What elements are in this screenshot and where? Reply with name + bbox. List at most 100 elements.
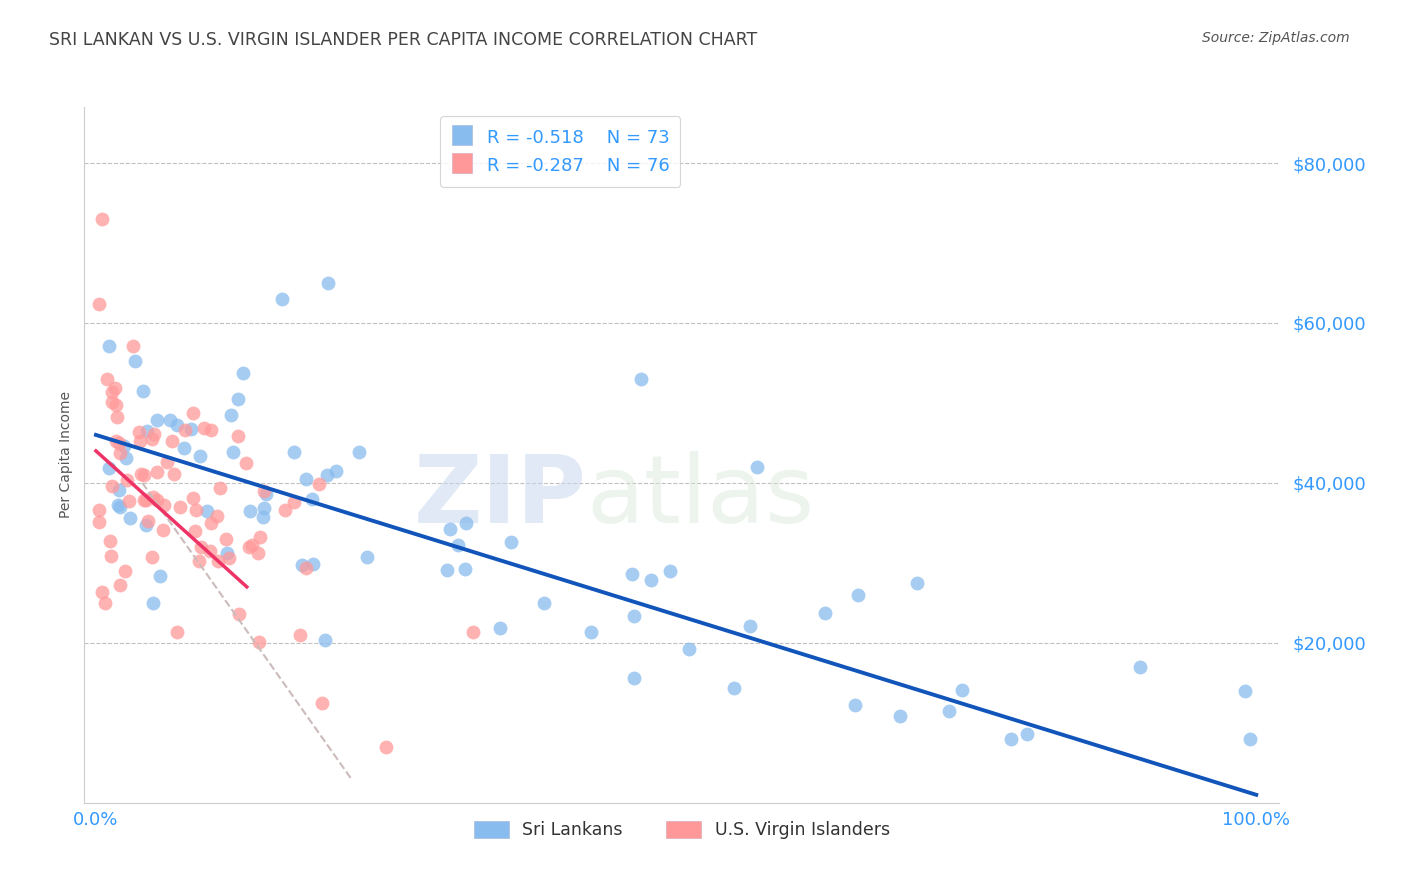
Point bbox=[215, 546, 238, 560]
Point bbox=[152, 498, 174, 512]
Point bbox=[938, 705, 960, 719]
Point bbox=[232, 366, 254, 380]
Point bbox=[301, 491, 323, 506]
Point bbox=[124, 354, 146, 368]
Point bbox=[129, 434, 152, 449]
Text: Source: ZipAtlas.com: Source: ZipAtlas.com bbox=[1202, 31, 1350, 45]
Point bbox=[98, 460, 121, 475]
Point bbox=[347, 445, 370, 459]
Point bbox=[905, 575, 928, 590]
Point bbox=[747, 459, 769, 474]
Point bbox=[132, 493, 155, 508]
Point bbox=[132, 384, 155, 399]
Point bbox=[162, 434, 184, 449]
Point bbox=[283, 444, 305, 458]
Point bbox=[122, 339, 145, 353]
Point bbox=[454, 562, 477, 576]
Point bbox=[197, 504, 219, 518]
Point bbox=[188, 449, 211, 463]
Text: atlas: atlas bbox=[586, 450, 814, 542]
Point bbox=[238, 540, 260, 554]
Point bbox=[141, 432, 163, 446]
Point bbox=[112, 439, 135, 453]
Point bbox=[108, 578, 131, 592]
Point bbox=[249, 530, 271, 544]
Point bbox=[316, 467, 339, 482]
Point bbox=[207, 509, 229, 524]
Point bbox=[159, 413, 181, 427]
Point bbox=[239, 504, 262, 518]
Point bbox=[166, 418, 188, 433]
Point bbox=[222, 445, 245, 459]
Point bbox=[308, 477, 330, 491]
Point bbox=[108, 483, 131, 498]
Point bbox=[283, 495, 305, 509]
Text: ZIP: ZIP bbox=[413, 450, 586, 542]
Point bbox=[146, 465, 169, 479]
Point bbox=[105, 434, 128, 448]
Point bbox=[356, 549, 378, 564]
Point bbox=[98, 533, 121, 548]
Point bbox=[135, 517, 157, 532]
Point bbox=[163, 467, 186, 481]
Point bbox=[169, 500, 191, 514]
Point bbox=[207, 553, 229, 567]
Point bbox=[142, 596, 165, 610]
Point bbox=[100, 549, 122, 563]
Point bbox=[240, 537, 263, 551]
Point bbox=[108, 446, 131, 460]
Point bbox=[200, 516, 222, 531]
Point bbox=[436, 563, 458, 577]
Point bbox=[120, 511, 142, 525]
Point bbox=[623, 609, 645, 624]
Point bbox=[104, 398, 127, 412]
Point bbox=[533, 596, 555, 610]
Point bbox=[295, 561, 318, 575]
Point bbox=[253, 501, 276, 516]
Point bbox=[141, 549, 163, 564]
Point bbox=[288, 628, 311, 642]
Point bbox=[844, 698, 866, 712]
Point bbox=[114, 564, 136, 578]
Point bbox=[100, 385, 122, 400]
Point bbox=[274, 503, 297, 517]
Point bbox=[228, 607, 250, 621]
Point bbox=[184, 502, 207, 516]
Point bbox=[723, 681, 745, 695]
Point bbox=[316, 276, 339, 290]
Point bbox=[98, 338, 121, 352]
Point bbox=[142, 490, 165, 504]
Point bbox=[1233, 683, 1256, 698]
Point bbox=[105, 409, 128, 424]
Point bbox=[104, 381, 127, 395]
Point bbox=[325, 464, 347, 478]
Point bbox=[621, 566, 644, 581]
Point bbox=[235, 456, 257, 470]
Point bbox=[146, 413, 169, 427]
Point bbox=[198, 544, 221, 558]
Point bbox=[659, 564, 682, 578]
Point bbox=[246, 546, 269, 560]
Point bbox=[254, 487, 277, 501]
Point bbox=[270, 292, 292, 306]
Point bbox=[135, 493, 157, 508]
Y-axis label: Per Capita Income: Per Capita Income bbox=[59, 392, 73, 518]
Point bbox=[295, 472, 318, 486]
Text: SRI LANKAN VS U.S. VIRGIN ISLANDER PER CAPITA INCOME CORRELATION CHART: SRI LANKAN VS U.S. VIRGIN ISLANDER PER C… bbox=[49, 31, 758, 49]
Legend: Sri Lankans, U.S. Virgin Islanders: Sri Lankans, U.S. Virgin Islanders bbox=[467, 814, 897, 847]
Point bbox=[630, 372, 652, 386]
Point bbox=[173, 441, 195, 455]
Point bbox=[200, 423, 222, 437]
Point bbox=[108, 436, 131, 450]
Point bbox=[311, 696, 333, 710]
Point bbox=[180, 422, 202, 436]
Point bbox=[221, 408, 243, 422]
Point bbox=[90, 212, 112, 227]
Point bbox=[93, 596, 115, 610]
Point bbox=[740, 618, 762, 632]
Point bbox=[1129, 660, 1152, 674]
Point bbox=[174, 423, 197, 437]
Point bbox=[114, 451, 136, 466]
Point bbox=[950, 683, 973, 698]
Point bbox=[291, 558, 314, 572]
